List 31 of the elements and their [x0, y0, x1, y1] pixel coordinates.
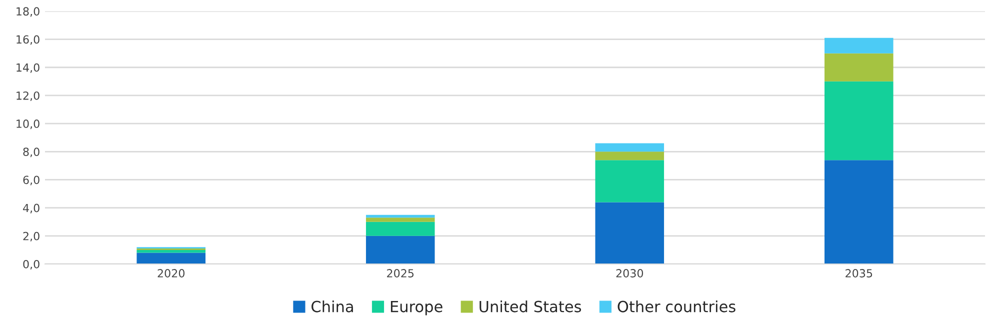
bar — [366, 236, 435, 264]
x-tick-label: 2025 — [387, 269, 414, 278]
y-tick-label: 2,0 — [23, 232, 40, 242]
legend-label: Europe — [390, 300, 442, 316]
y-tick-label: 8,0 — [23, 148, 40, 158]
y-tick-label: 4,0 — [23, 204, 40, 214]
y-tick-label: 16,0 — [16, 35, 40, 45]
bar — [824, 53, 894, 82]
y-tick-label: 10,0 — [16, 120, 40, 130]
x-tick-label: 2035 — [846, 269, 872, 278]
bar — [824, 160, 894, 264]
legend-label: China — [312, 300, 353, 312]
bar — [366, 218, 435, 222]
bar — [136, 252, 206, 264]
x-tick-label: 2020 — [158, 269, 184, 278]
y-tick-label: 18,0 — [16, 7, 40, 17]
legend-label: Other countries — [618, 300, 736, 312]
legend-label: United States — [480, 300, 582, 312]
y-tick-label: 6,0 — [23, 176, 40, 186]
y-tick-label: 14,0 — [16, 63, 40, 73]
bar — [595, 143, 664, 152]
bar — [136, 250, 206, 253]
y-tick-label: 12,0 — [16, 91, 40, 101]
bar — [595, 202, 664, 264]
x-tick-label: 2030 — [616, 269, 644, 278]
bar — [595, 152, 664, 160]
y-tick-label: 0,0 — [23, 260, 40, 270]
bar — [595, 160, 664, 202]
bar — [824, 81, 894, 160]
bar — [366, 222, 435, 236]
bar — [824, 38, 894, 54]
